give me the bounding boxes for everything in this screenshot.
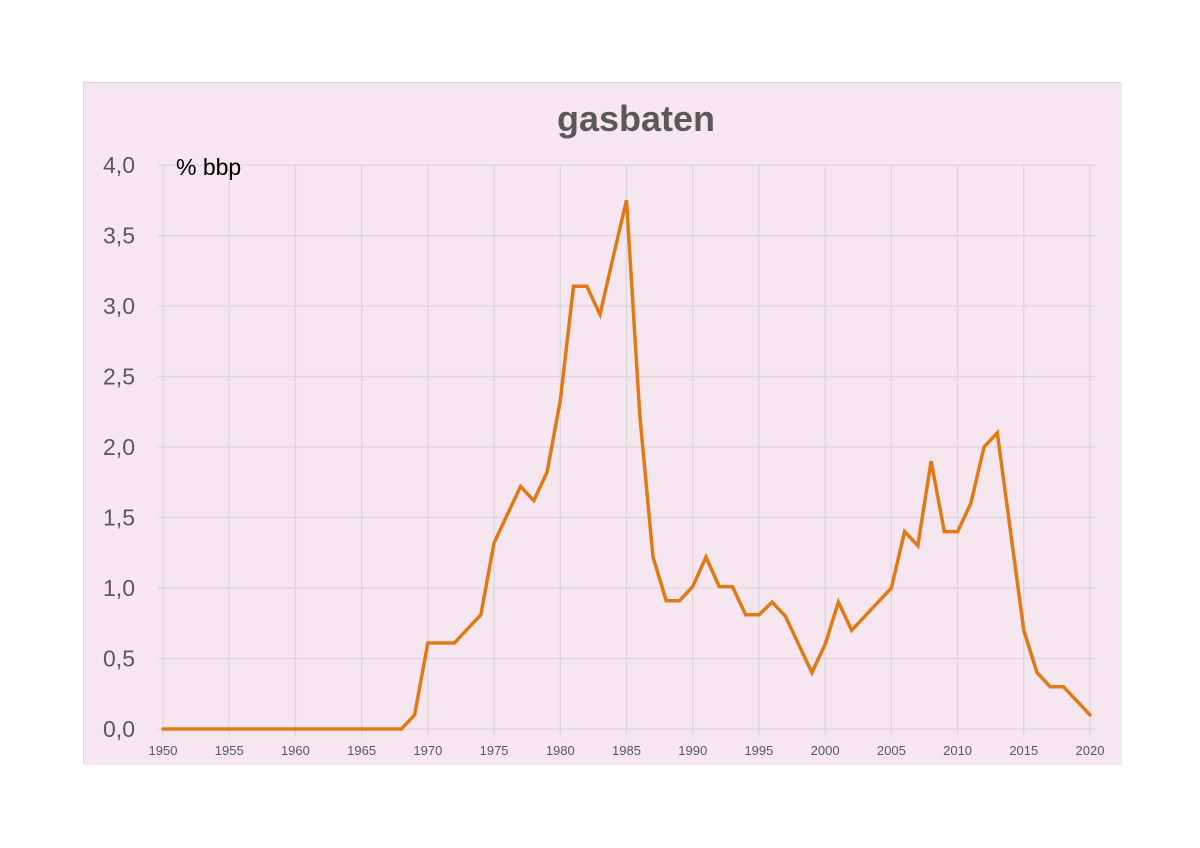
chart-frame: 0,0 0,5 1,0 1,5 2,0 2,5 3,0 3,5 4,0 1950 1955 1960… (83, 82, 1122, 765)
y-tick-label: 0,5 (103, 646, 135, 672)
chart-background (84, 83, 1122, 765)
chart-svg: 0,0 0,5 1,0 1,5 2,0 2,5 3,0 3,5 4,0 1950 1955 1960… (84, 83, 1122, 765)
x-tick-label: 2020 (1076, 743, 1105, 758)
unit-label: % bbp (176, 154, 241, 180)
x-tick-label: 1985 (612, 743, 641, 758)
x-tick-label: 1990 (678, 743, 707, 758)
series-layer (161, 199, 1092, 731)
y-tick-label: 3,0 (103, 293, 135, 319)
x-tick-label: 2010 (943, 743, 972, 758)
y-tick-label: 3,5 (103, 223, 135, 249)
x-tick-label: 1980 (546, 743, 575, 758)
y-tick-label: 2,0 (103, 434, 135, 460)
y-tick-label: 1,5 (103, 505, 135, 531)
x-tick-label: 1965 (347, 743, 376, 758)
y-axis-ticks: 0,0 0,5 1,0 1,5 2,0 2,5 3,0 3,5 4,0 (103, 152, 135, 742)
x-tick-label: 2005 (877, 743, 906, 758)
x-tick-label: 1975 (480, 743, 509, 758)
x-tick-label: 2015 (1009, 743, 1038, 758)
x-tick-label: 1995 (744, 743, 773, 758)
y-tick-label: 1,0 (103, 575, 135, 601)
x-tick-label: 1960 (281, 743, 310, 758)
x-tick-label: 1950 (149, 743, 178, 758)
y-tick-label: 0,0 (103, 716, 135, 742)
x-tick-label: 1970 (413, 743, 442, 758)
y-tick-label: 2,5 (103, 364, 135, 390)
y-tick-label: 4,0 (103, 152, 135, 178)
x-axis-ticks: 1950 1955 1960 1965 1970 1975 1980 1985 1990 1995… (149, 743, 1105, 758)
x-tick-label: 1955 (215, 743, 244, 758)
x-tick-label: 2000 (811, 743, 840, 758)
chart-title: gasbaten (557, 98, 715, 139)
